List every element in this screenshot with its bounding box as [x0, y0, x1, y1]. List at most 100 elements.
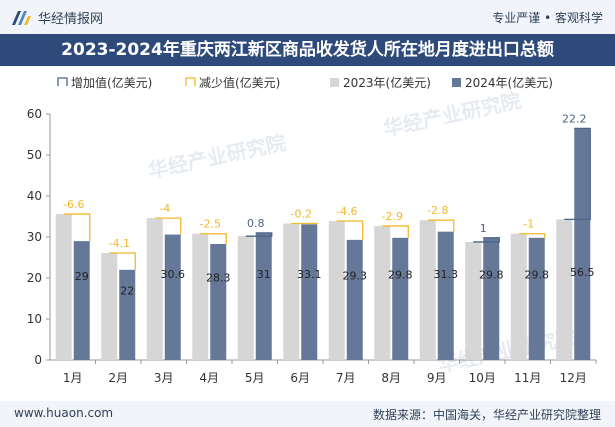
change-label: -4.6 — [336, 205, 357, 218]
chart-bars — [55, 127, 591, 360]
bar-2023 — [237, 236, 254, 360]
decrease-bracket — [382, 225, 409, 238]
change-label: 0.8 — [247, 217, 265, 230]
chart-axes: 0 10 20 30 40 50 60 1月 2月 3月 4月 5月 6月 7月 8月 9月 10月 11月 12月 — [27, 107, 597, 385]
chart-legend: 增加值(亿美元) 减少值(亿美元) 2023年(亿美元) 2024年(亿美元) — [57, 75, 553, 90]
y-tick-label: 0 — [34, 353, 42, 367]
increase-bracket — [245, 232, 273, 237]
bar-2023 — [419, 220, 436, 360]
value-label-2024: 56.5 — [570, 266, 595, 279]
decrease-bracket — [518, 233, 546, 238]
change-label: 22.2 — [562, 112, 587, 125]
increase-bracket — [473, 237, 500, 243]
legend-label: 增加值(亿美元) — [71, 75, 152, 90]
bar-2023 — [192, 233, 209, 360]
value-label-2024: 33.1 — [297, 268, 322, 281]
legend-swatch — [330, 78, 339, 87]
data-source: 数据来源：中国海关，华经产业研究院整理 — [372, 408, 601, 422]
legend-swatch — [185, 77, 196, 86]
value-label-2024: 29.8 — [388, 268, 413, 281]
bar-2023 — [465, 241, 482, 360]
watermark-text: 华经产业研究院 — [381, 88, 523, 141]
value-label-2024: 31.3 — [434, 268, 459, 281]
legend-swatch — [452, 78, 461, 87]
website-link[interactable]: www.huaon.com — [14, 406, 114, 420]
decrease-bracket — [336, 220, 364, 240]
y-tick-label: 50 — [27, 148, 42, 162]
value-label-2024: 28.3 — [206, 271, 231, 284]
watermark-text: 华经产业研究院 — [146, 130, 288, 183]
legend-label: 减少值(亿美元) — [199, 75, 280, 90]
bar-2024 — [437, 231, 454, 360]
decrease-bracket — [63, 213, 91, 242]
brand: 华经情报网 — [10, 8, 103, 27]
bar-2024 — [301, 224, 318, 360]
y-tick-label: 10 — [27, 312, 42, 326]
chart-title: 2023-2024年重庆两江新区商品收发货人所在地月度进出口总额 — [0, 34, 615, 66]
x-tick-label: 11月 — [514, 371, 541, 385]
x-tick-label: 9月 — [427, 371, 447, 385]
x-tick-label: 4月 — [199, 371, 219, 385]
decrease-bracket — [200, 233, 227, 244]
bar-2024 — [119, 269, 136, 360]
x-tick-label: 1月 — [63, 371, 83, 385]
x-tick-label: 12月 — [560, 371, 587, 385]
legend-swatch — [57, 77, 68, 86]
value-label-2024: 29.3 — [343, 269, 368, 282]
bar-2024 — [346, 239, 363, 360]
decrease-bracket — [154, 217, 182, 235]
top-bar: 华经情报网 专业严谨 • 客观科学 — [0, 0, 615, 34]
change-label: -1 — [523, 218, 534, 231]
bar-2024 — [528, 237, 545, 360]
bar-2023 — [510, 233, 527, 360]
bar-2024 — [255, 232, 272, 360]
change-label: -4.1 — [109, 237, 130, 250]
bar-2023 — [101, 252, 118, 360]
x-tick-label: 5月 — [245, 371, 265, 385]
bar-2023 — [55, 214, 72, 360]
value-label-2024: 29.8 — [479, 268, 504, 281]
decrease-bracket — [291, 222, 318, 225]
change-label: -0.2 — [291, 207, 312, 220]
legend-label: 2023年(亿美元) — [343, 75, 431, 90]
y-tick-label: 30 — [27, 230, 42, 244]
bar-2023 — [374, 225, 391, 360]
y-tick-label: 60 — [27, 107, 42, 121]
footer-bar: www.huaon.com 数据来源：中国海关，华经产业研究院整理 — [0, 401, 615, 427]
chart-labels: -6.6 29 -4.1 22 -4 30.6 -2.5 28.3 0.8 31 -0.2 33.1 -… — [63, 112, 594, 297]
x-tick-label: 10月 — [469, 371, 496, 385]
value-label-2024: 31 — [257, 268, 271, 281]
change-label: -4 — [159, 202, 170, 215]
value-label-2024: 22 — [120, 284, 134, 297]
value-label-2024: 30.6 — [161, 268, 186, 281]
bar-2023 — [146, 218, 163, 360]
value-label-2024: 29 — [75, 270, 89, 283]
change-label: -2.8 — [427, 204, 448, 217]
brand-name: 华经情报网 — [38, 12, 104, 27]
bar-2023 — [556, 219, 573, 360]
decrease-bracket — [109, 252, 136, 270]
change-label: -6.6 — [63, 198, 84, 211]
bar-2023 — [328, 221, 345, 360]
y-tick-label: 40 — [27, 189, 42, 203]
bar-2024 — [483, 237, 500, 360]
x-tick-label: 6月 — [290, 371, 310, 385]
bar-2024 — [73, 241, 90, 360]
change-label: 1 — [480, 222, 487, 235]
x-tick-label: 7月 — [336, 371, 356, 385]
bar-2024 — [392, 237, 409, 360]
change-label: -2.5 — [200, 218, 221, 231]
value-label-2024: 29.8 — [525, 268, 550, 281]
x-tick-label: 2月 — [108, 371, 128, 385]
legend-label: 2024年(亿美元) — [465, 75, 553, 90]
x-tick-label: 8月 — [381, 371, 401, 385]
brand-logo-icon — [12, 10, 31, 25]
y-tick-label: 20 — [27, 271, 42, 285]
x-tick-label: 3月 — [154, 371, 174, 385]
bar-2023 — [283, 223, 300, 360]
increase-bracket — [564, 127, 591, 221]
change-label: -2.9 — [382, 210, 403, 223]
bar-2024 — [210, 243, 227, 360]
decrease-bracket — [427, 219, 455, 232]
